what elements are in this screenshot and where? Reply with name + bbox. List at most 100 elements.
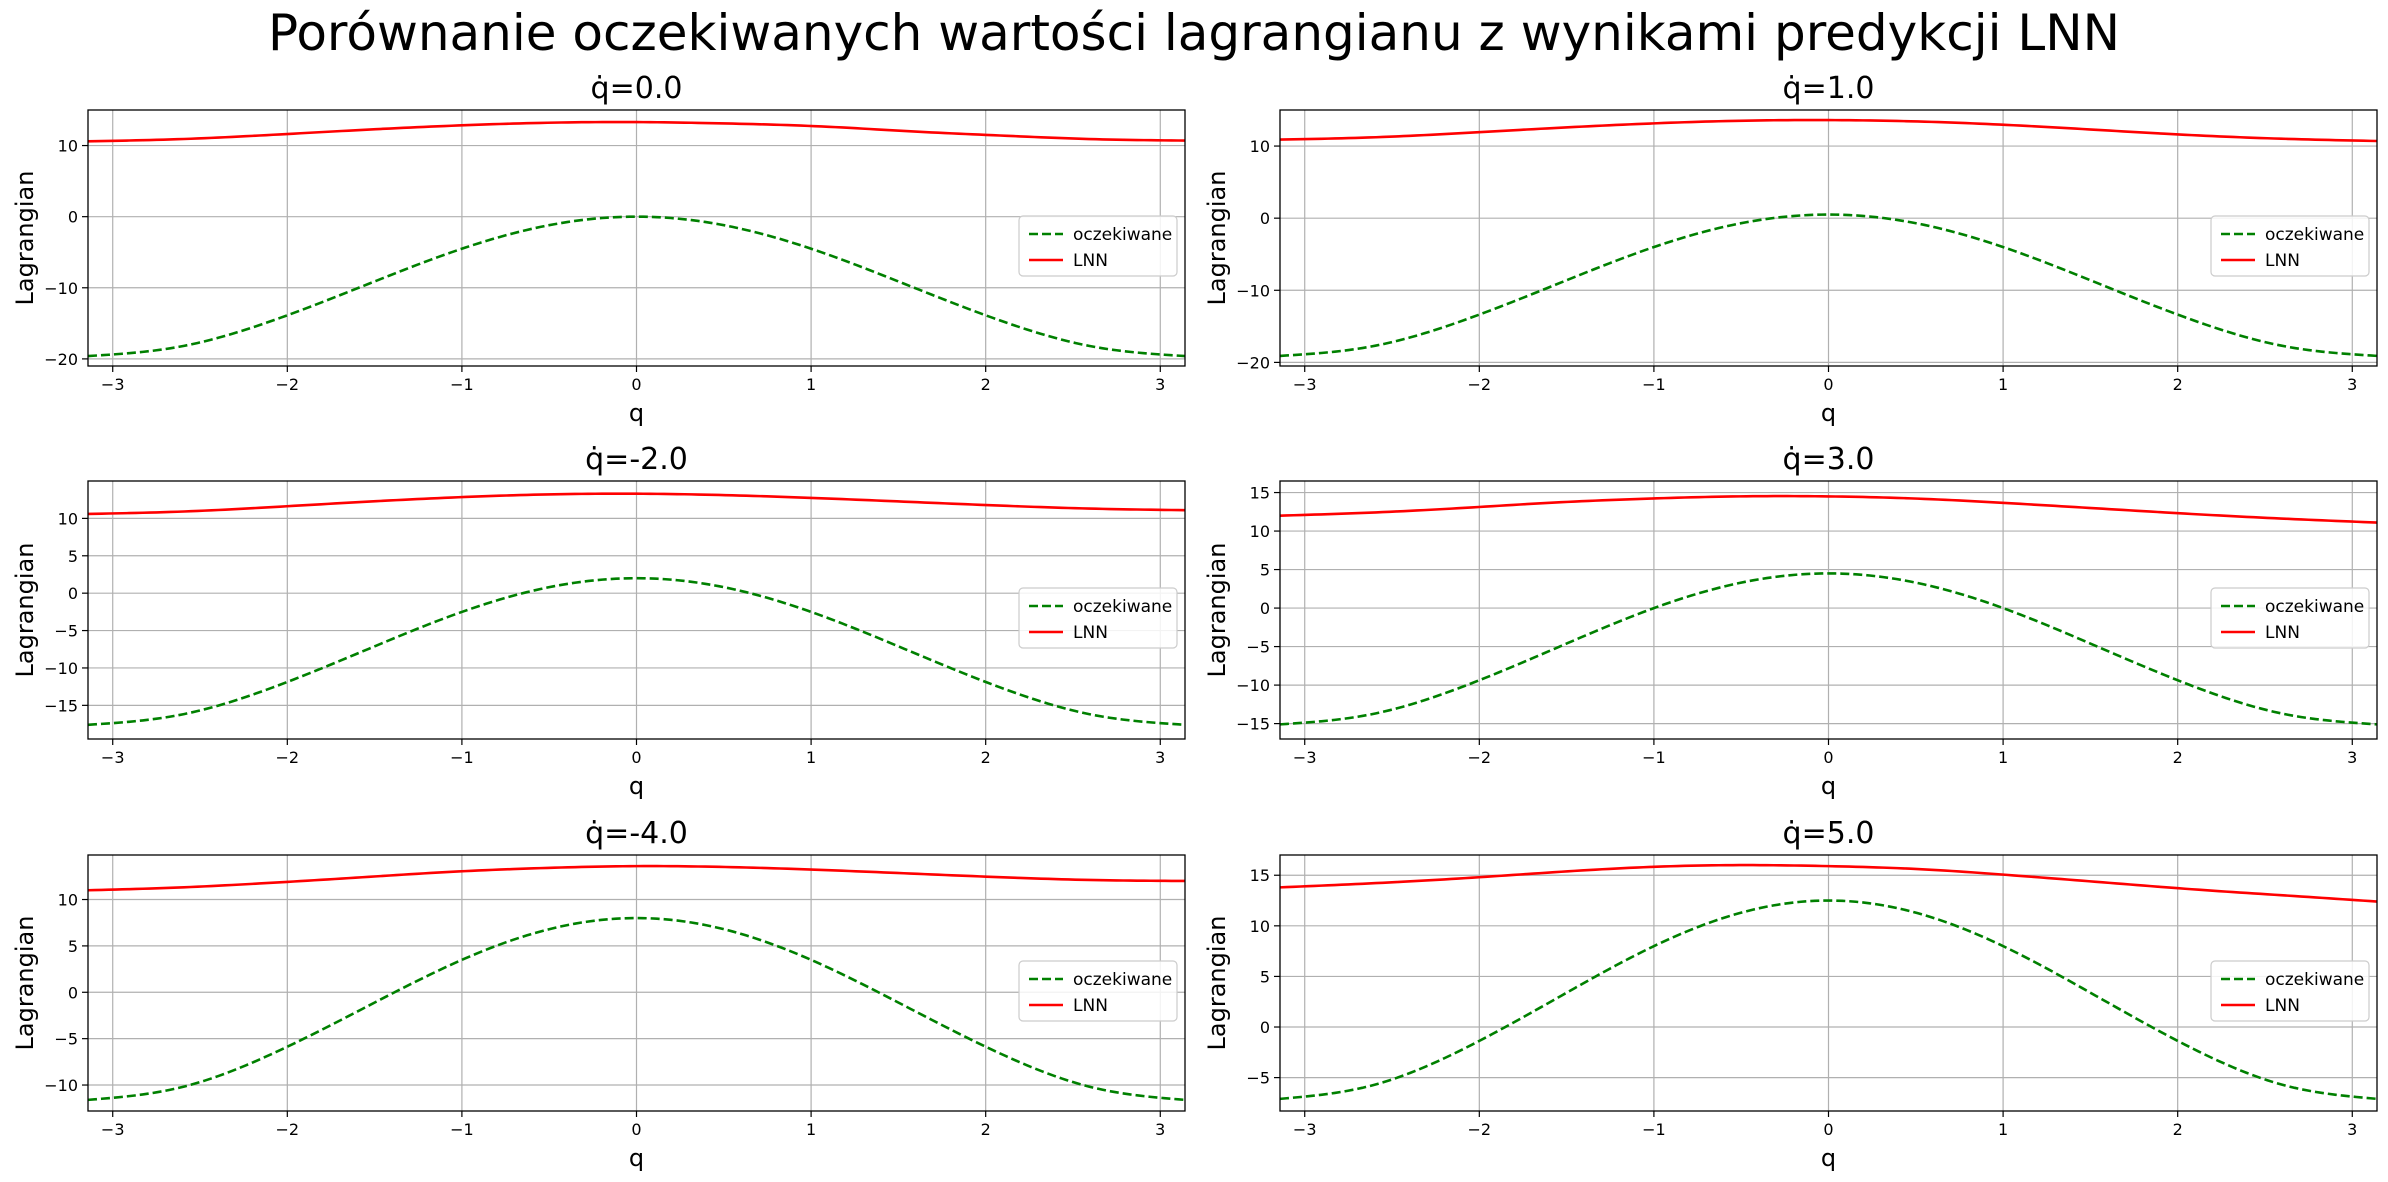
x-tick-label: 0 [1823,375,1833,394]
subplot-title: q̇=0.0 [591,71,683,106]
x-tick-label: 3 [2347,748,2357,767]
x-tick-label: −1 [450,748,474,767]
subplot-title: q̇=5.0 [1783,816,1875,851]
x-tick-label: 0 [1823,1120,1833,1139]
y-tick-label: −10 [1236,676,1270,695]
y-tick-label: −15 [1236,715,1270,734]
axes-frame [87,854,1186,1112]
y-tick-label: 5 [68,547,78,566]
x-tick-label: −2 [1468,375,1492,394]
x-tick-label: 1 [806,1120,816,1139]
x-tick-label: 3 [1155,748,1165,767]
y-tick-label: −15 [44,696,78,715]
subplot-title: q̇=-2.0 [585,442,688,477]
x-tick-label: −3 [1293,1120,1317,1139]
y-tick-label: −5 [1246,638,1270,657]
series-line-oczekiwane [1279,572,2378,726]
x-tick-label: 1 [806,748,816,767]
y-tick-label: 15 [1250,866,1270,885]
y-axis-label: Lagrangian [1203,543,1231,678]
y-tick-label: −5 [54,622,78,641]
y-tick-label: 0 [68,208,78,227]
x-tick-label: 1 [1998,375,2008,394]
series-line-lnn [1279,863,2378,903]
legend: oczekiwane LNN [1018,587,1178,649]
y-tick-label: 10 [58,891,78,910]
y-tick-label: −10 [44,279,78,298]
legend: oczekiwane LNN [2210,960,2370,1022]
y-axis-label: Lagrangian [1203,171,1231,306]
y-tick-label: 0 [68,584,78,603]
series-line-oczekiwane [87,576,1186,727]
series-line-lnn [1279,118,2378,143]
x-tick-label: 3 [2347,375,2357,394]
y-tick-label: −20 [44,350,78,369]
subplot-6: −3 −2 −1 0 1 2 3 −5 0 5 10 15 q̇=5.0 q Lagrangian oczek… [1203,816,2378,1172]
y-tick-label: 5 [1260,967,1270,986]
legend: oczekiwane LNN [1018,215,1178,277]
subplot-4: −3 −2 −1 0 1 2 3−15−10−5051015q̇=3.0qLagrangia… [1203,442,2378,800]
x-tick-label: 2 [2173,375,2183,394]
series-line-lnn [87,492,1186,516]
subplot-title: q̇=3.0 [1783,442,1875,477]
y-tick-label: −10 [1236,281,1270,300]
legend-entry: LNN [2265,996,2300,1016]
x-tick-label: −2 [276,748,300,767]
series-line-oczekiwane [87,916,1186,1102]
y-tick-label: −5 [1246,1069,1270,1088]
y-tick-label: 10 [1250,522,1270,541]
x-tick-label: 3 [1155,1120,1165,1139]
x-tick-label: −1 [1642,375,1666,394]
x-tick-label: 3 [2347,1120,2357,1139]
x-axis-label: q [629,399,644,427]
x-axis-label: q [629,772,644,800]
y-tick-label: 0 [1260,209,1270,228]
y-axis-label: Lagrangian [1203,916,1231,1051]
axes-frame [87,109,1186,367]
series-line-oczekiwane [1279,213,2378,358]
x-tick-label: 1 [1998,1120,2008,1139]
x-tick-label: −1 [450,375,474,394]
legend-entry: LNN [1073,623,1108,643]
legend-entry: oczekiwane [1073,597,1172,617]
axes-frame [1279,480,2378,740]
x-tick-label: −1 [450,1120,474,1139]
legend-entry: oczekiwane [2265,597,2364,617]
y-tick-label: 5 [1260,561,1270,580]
legend-entry: LNN [2265,623,2300,643]
axes-frame [1279,109,2378,367]
x-tick-label: 0 [631,748,641,767]
y-tick-label: 15 [1250,484,1270,503]
legend-entry: oczekiwane [1073,225,1172,245]
y-tick-label: −10 [44,659,78,678]
y-axis-label: Lagrangian [11,543,39,678]
x-axis-label: q [1821,772,1836,800]
y-axis-label: Lagrangian [11,916,39,1051]
subplot-3: −3 −2 −1 0 1 2 3−15−10−50510q̇=-2.0qLagrangian… [11,442,1186,800]
x-tick-label: −3 [101,375,125,394]
axes-frame [1279,854,2378,1112]
x-tick-label: −3 [101,1120,125,1139]
series-line-lnn [87,864,1186,892]
series-line-lnn [87,120,1186,143]
x-tick-label: 2 [981,748,991,767]
x-tick-label: 2 [2173,748,2183,767]
x-tick-label: 2 [981,1120,991,1139]
x-tick-label: −3 [1293,748,1317,767]
series-line-oczekiwane [1279,899,2378,1101]
y-tick-label: −20 [1236,353,1270,372]
y-tick-label: −5 [54,1030,78,1049]
x-tick-label: −2 [276,375,300,394]
x-tick-label: −2 [276,1120,300,1139]
legend-entry: LNN [1073,996,1108,1016]
subplot-title: q̇=-4.0 [585,816,688,851]
x-tick-label: −1 [1642,1120,1666,1139]
x-tick-label: 3 [1155,375,1165,394]
x-axis-label: q [1821,1144,1836,1172]
y-tick-label: 0 [68,983,78,1002]
series-line-lnn [1279,494,2378,524]
y-tick-label: −10 [44,1076,78,1095]
